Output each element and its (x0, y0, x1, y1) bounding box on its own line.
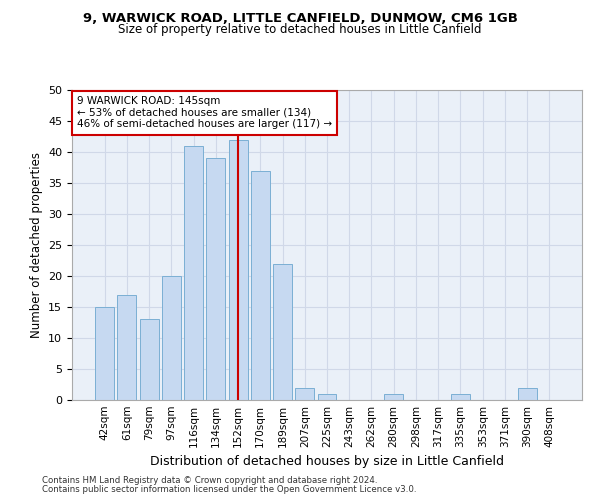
Bar (518, 388, 536, 400)
Text: Contains public sector information licensed under the Open Government Licence v3: Contains public sector information licen… (42, 485, 416, 494)
Bar (162, 276, 181, 400)
Bar (384, 394, 403, 400)
Text: 9, WARWICK ROAD, LITTLE CANFIELD, DUNMOW, CM6 1GB: 9, WARWICK ROAD, LITTLE CANFIELD, DUNMOW… (83, 12, 517, 26)
Bar (451, 394, 470, 400)
X-axis label: Distribution of detached houses by size in Little Canfield: Distribution of detached houses by size … (150, 456, 504, 468)
Bar (229, 140, 248, 400)
Bar (317, 394, 337, 400)
Text: Size of property relative to detached houses in Little Canfield: Size of property relative to detached ho… (118, 22, 482, 36)
Bar (140, 320, 158, 400)
Bar (295, 388, 314, 400)
Bar (273, 264, 292, 400)
Text: 9 WARWICK ROAD: 145sqm
← 53% of detached houses are smaller (134)
46% of semi-de: 9 WARWICK ROAD: 145sqm ← 53% of detached… (77, 96, 332, 130)
Bar (206, 158, 225, 400)
Bar (95, 307, 114, 400)
Bar (118, 294, 136, 400)
Bar (251, 170, 270, 400)
Y-axis label: Number of detached properties: Number of detached properties (29, 152, 43, 338)
Bar (184, 146, 203, 400)
Text: Contains HM Land Registry data © Crown copyright and database right 2024.: Contains HM Land Registry data © Crown c… (42, 476, 377, 485)
